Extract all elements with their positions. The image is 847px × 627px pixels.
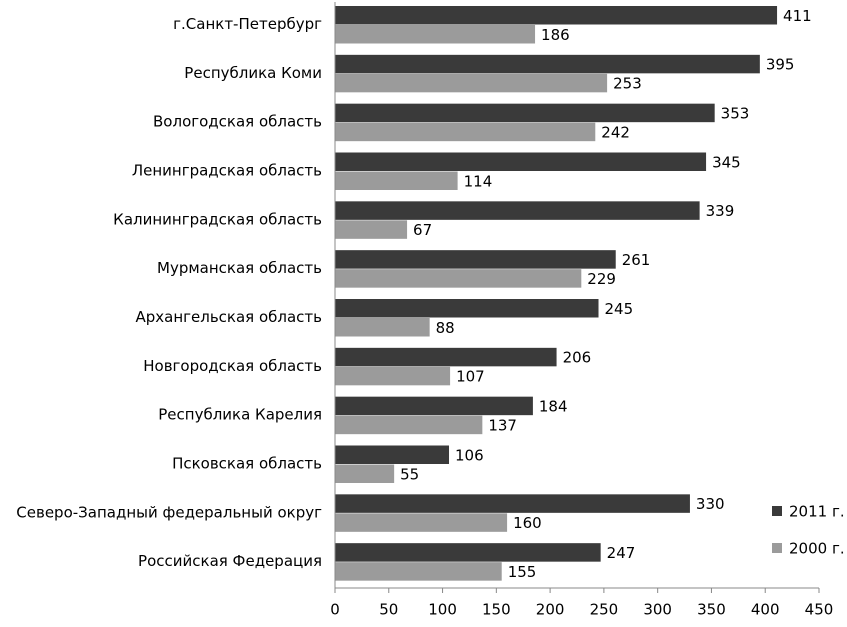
bar: [335, 73, 608, 93]
y-tick-label: Мурманская область: [157, 259, 322, 277]
x-tick-label: 250: [590, 601, 619, 619]
x-tick-label: 400: [751, 601, 780, 619]
x-tick-label: 300: [643, 601, 672, 619]
bar: [335, 347, 557, 367]
value-label: 88: [436, 319, 455, 337]
x-tick-label: 350: [697, 601, 726, 619]
value-label: 339: [706, 202, 735, 220]
bar: [335, 171, 458, 190]
y-tick-label: Новгородская область: [143, 357, 322, 375]
bar: [335, 464, 395, 483]
bar: [335, 103, 715, 123]
legend-label: 2011 г.: [789, 503, 845, 521]
value-label: 107: [456, 368, 485, 386]
value-label: 229: [587, 270, 616, 288]
bar: [335, 250, 616, 269]
x-tick-label: 150: [482, 601, 511, 619]
y-tick-label: Псковская область: [172, 455, 322, 473]
value-label: 206: [563, 349, 592, 367]
value-label: 106: [455, 446, 484, 464]
value-label: 67: [413, 221, 432, 239]
bar: [335, 513, 508, 532]
y-tick-label: Республика Коми: [184, 64, 322, 82]
value-label: 55: [400, 465, 419, 483]
value-label: 186: [541, 26, 570, 44]
y-tick-label: Вологодская область: [153, 113, 322, 131]
bar: [335, 201, 700, 220]
value-label: 330: [696, 495, 725, 513]
x-tick-label: 200: [536, 601, 565, 619]
bar: [335, 152, 707, 171]
value-label: 411: [783, 7, 812, 25]
legend-swatch: [772, 506, 782, 516]
y-tick-label: Республика Карелия: [158, 406, 322, 424]
value-label: 242: [601, 123, 630, 141]
x-tick-label: 100: [428, 601, 457, 619]
bar: [335, 415, 483, 435]
value-label: 253: [613, 75, 642, 93]
value-label: 155: [508, 563, 537, 581]
bar: [335, 6, 778, 25]
bar: [335, 122, 596, 142]
bar: [335, 562, 502, 581]
bar: [335, 543, 601, 562]
x-tick-label: 50: [379, 601, 398, 619]
x-tick-label: 0: [330, 601, 340, 619]
value-label: 114: [464, 172, 493, 190]
bar: [335, 269, 582, 288]
y-tick-label: Северо-Западный федеральный округ: [16, 503, 322, 521]
value-label: 184: [539, 397, 568, 415]
bar: [335, 445, 450, 464]
bar: [335, 299, 599, 318]
legend-swatch: [772, 543, 782, 553]
value-label: 245: [605, 300, 634, 318]
bar: [335, 220, 408, 239]
value-label: 261: [622, 251, 651, 269]
value-label: 353: [721, 104, 750, 122]
value-label: 137: [488, 416, 517, 434]
bar: [335, 396, 533, 416]
bar: [335, 318, 430, 337]
x-tick-label: 450: [805, 601, 834, 619]
y-tick-label: Калининградская область: [113, 210, 322, 228]
y-tick-label: г.Санкт-Петербург: [173, 15, 322, 33]
y-tick-label: Российская Федерация: [138, 552, 322, 570]
y-tick-label: Ленинградская область: [132, 162, 322, 180]
bar: [335, 54, 760, 74]
value-label: 247: [607, 544, 636, 562]
y-tick-label: Архангельская область: [135, 308, 322, 326]
value-label: 345: [712, 153, 741, 171]
value-label: 160: [513, 514, 542, 532]
bar: [335, 25, 536, 44]
bar: [335, 366, 451, 386]
bar: [335, 494, 690, 513]
value-label: 395: [766, 56, 795, 74]
legend-label: 2000 г.: [789, 540, 845, 558]
